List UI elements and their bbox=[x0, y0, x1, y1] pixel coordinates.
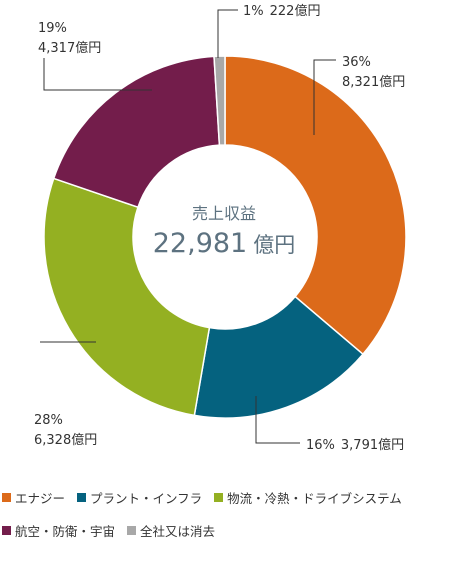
center-unit: 億円 bbox=[253, 233, 295, 257]
callout-line-corporate bbox=[217, 9, 238, 58]
legend-item-energy: エナジー bbox=[2, 488, 65, 507]
legend-item-plant: プラント・インフラ bbox=[77, 488, 202, 507]
callout-line-energy bbox=[313, 59, 336, 135]
legend-label-energy: エナジー bbox=[15, 491, 66, 506]
legend-item-aerospace: 航空・防衛・宇宙 bbox=[2, 521, 115, 540]
donut-chart: 売上収益 22,981 億円 36% 8,321億円 16% 3,791億円 28%… bbox=[34, 3, 407, 453]
center-title: 売上収益 bbox=[192, 204, 256, 223]
slice-aerospace bbox=[52, 55, 221, 209]
slice-logistics bbox=[43, 177, 211, 417]
legend-label-aerospace: 航空・防衛・宇宙 bbox=[15, 524, 116, 539]
legend-row: 航空・防衛・宇宙 全社又は消去 bbox=[2, 521, 450, 540]
slice-corporate-value: 222億円 bbox=[270, 3, 321, 19]
legend-row: エナジー プラント・インフラ 物流・冷熱・ドライブシステム bbox=[2, 488, 450, 507]
legend: エナジー プラント・インフラ 物流・冷熱・ドライブシステム 航空・防衛・宇宙 全… bbox=[2, 488, 450, 554]
slice-corporate-percent: 1% bbox=[243, 4, 264, 19]
legend-label-corporate: 全社又は消去 bbox=[140, 524, 216, 539]
legend-swatch-logistics bbox=[214, 493, 224, 502]
slice-logistics-value: 6,328億円 bbox=[34, 432, 97, 448]
legend-item-corporate: 全社又は消去 bbox=[127, 521, 215, 540]
slice-plant-label: 16% 3,791億円 bbox=[306, 437, 404, 453]
slice-energy bbox=[224, 55, 407, 356]
slice-energy-value: 8,321億円 bbox=[342, 74, 405, 90]
legend-swatch-energy bbox=[2, 493, 11, 502]
slice-plant-value: 3,791億円 bbox=[341, 437, 404, 453]
legend-label-plant: プラント・インフラ bbox=[90, 491, 203, 506]
slice-energy-percent: 36% bbox=[342, 55, 371, 70]
callout-line-plant bbox=[255, 396, 300, 444]
legend-item-logistics: 物流・冷熱・ドライブシステム bbox=[214, 488, 402, 507]
legend-swatch-corporate bbox=[127, 526, 137, 535]
legend-swatch-plant bbox=[77, 493, 87, 502]
slice-aerospace-value: 4,317億円 bbox=[38, 40, 101, 56]
legend-label-logistics: 物流・冷熱・ドライブシステム bbox=[227, 491, 402, 506]
slice-corporate-label: 1% 222億円 bbox=[243, 3, 320, 19]
slice-plant bbox=[193, 295, 364, 419]
legend-swatch-aerospace bbox=[2, 526, 11, 535]
center-total: 22,981 億円 bbox=[153, 228, 295, 259]
callout-line-aerospace bbox=[43, 58, 152, 91]
slice-plant-percent: 16% bbox=[306, 438, 335, 453]
center-value: 22,981 bbox=[153, 228, 247, 259]
slice-logistics-percent: 28% bbox=[34, 413, 63, 428]
callout-lines bbox=[40, 9, 336, 444]
slice-aerospace-percent: 19% bbox=[38, 21, 67, 36]
donut-slices bbox=[43, 55, 407, 419]
